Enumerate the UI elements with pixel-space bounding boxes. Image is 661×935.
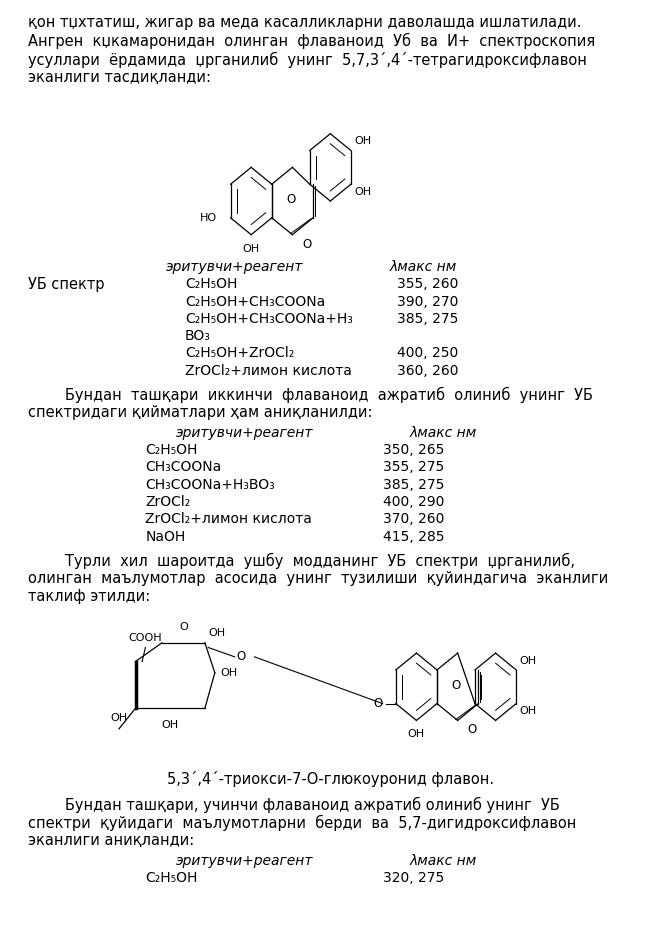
- Text: OH: OH: [520, 655, 537, 666]
- Text: OH: OH: [354, 187, 371, 196]
- Text: C₂H₅OH+CH₃COONa+H₃: C₂H₅OH+CH₃COONa+H₃: [185, 312, 353, 325]
- Text: 385, 275: 385, 275: [383, 478, 445, 492]
- Text: O: O: [179, 622, 188, 632]
- Text: CH₃COONa+H₃BO₃: CH₃COONa+H₃BO₃: [145, 478, 275, 492]
- Text: Турли  хил  шароитда  ушбу  модданинг  УБ  спектри  џрганилиб,: Турли хил шароитда ушбу модданинг УБ спе…: [28, 553, 575, 568]
- Text: HO: HO: [200, 213, 217, 223]
- Text: O: O: [467, 724, 477, 736]
- Text: 400, 250: 400, 250: [397, 347, 458, 360]
- Text: спектри  қуйидаги  маълумотларни  берди  ва  5,7-дигидроксифлавон: спектри қуйидаги маълумотларни берди ва …: [28, 814, 576, 831]
- Text: Бундан  ташқари  иккинчи  флаваноид  ажратиб  олиниб  унинг  УБ: Бундан ташқари иккинчи флаваноид ажратиб…: [28, 387, 593, 403]
- Text: 355, 260: 355, 260: [397, 277, 458, 291]
- Text: OH: OH: [354, 137, 371, 146]
- Text: OH: OH: [243, 244, 260, 253]
- Text: OH: OH: [110, 712, 128, 723]
- Text: C₂H₅OH+ZrOCl₂: C₂H₅OH+ZrOCl₂: [185, 347, 294, 360]
- Text: O: O: [237, 651, 246, 663]
- Text: C₂H₅OH: C₂H₅OH: [185, 277, 237, 291]
- Text: ZrOCl₂: ZrOCl₂: [145, 496, 190, 509]
- Text: ZrOCl₂+лимон кислота: ZrOCl₂+лимон кислота: [185, 364, 352, 378]
- Text: эритувчи+реагент: эритувчи+реагент: [176, 854, 313, 868]
- Text: BO₃: BO₃: [185, 329, 211, 343]
- Text: OH: OH: [408, 729, 425, 740]
- Text: таклиф этилди:: таклиф этилди:: [28, 589, 150, 604]
- Text: 385, 275: 385, 275: [397, 312, 458, 325]
- Text: 360, 260: 360, 260: [397, 364, 458, 378]
- Text: λмакс нм: λмакс нм: [409, 426, 477, 439]
- Text: O: O: [302, 237, 311, 251]
- Text: CH₃COONa: CH₃COONa: [145, 461, 221, 474]
- Text: OH: OH: [162, 720, 178, 730]
- Text: 350, 265: 350, 265: [383, 443, 445, 457]
- Text: C₂H₅OH: C₂H₅OH: [145, 443, 198, 457]
- Text: 355, 275: 355, 275: [383, 461, 445, 474]
- Text: олинган  маълумотлар  асосида  унинг  тузилиши  қуйиндагича  эканлиги: олинган маълумотлар асосида унинг тузили…: [28, 570, 608, 586]
- Text: 320, 275: 320, 275: [383, 871, 445, 885]
- Text: OH: OH: [520, 706, 537, 716]
- Text: 415, 285: 415, 285: [383, 530, 445, 543]
- Text: Ангрен  кџкамаронидан  олинган  флаваноид  Уб  ва  И+  спектроскопия: Ангрен кџкамаронидан олинган флаваноид У…: [28, 33, 595, 50]
- Text: O: O: [287, 193, 296, 206]
- Text: λмакс нм: λмакс нм: [409, 854, 477, 868]
- Text: OH: OH: [220, 668, 237, 678]
- Text: эканлиги аниқланди:: эканлиги аниқланди:: [28, 833, 194, 848]
- Text: ZrOCl₂+лимон кислота: ZrOCl₂+лимон кислота: [145, 512, 312, 526]
- Text: C₂H₅OH+CH₃COONa: C₂H₅OH+CH₃COONa: [185, 295, 325, 309]
- Text: C₂H₅OH: C₂H₅OH: [145, 871, 198, 885]
- Text: УБ спектр: УБ спектр: [28, 277, 104, 293]
- Text: 390, 270: 390, 270: [397, 295, 458, 309]
- Text: Бундан ташқари, учинчи флаваноид ажратиб олиниб унинг  УБ: Бундан ташқари, учинчи флаваноид ажратиб…: [28, 797, 559, 813]
- Text: O: O: [373, 698, 383, 710]
- Text: λмакс нм: λмакс нм: [389, 260, 457, 274]
- Text: 400, 290: 400, 290: [383, 496, 445, 509]
- Text: O: O: [452, 679, 461, 692]
- Text: эритувчи+реагент: эритувчи+реагент: [166, 260, 303, 274]
- Text: эканлиги тасдиқланди:: эканлиги тасдиқланди:: [28, 70, 211, 85]
- Text: спектридаги қийматлари ҳам аниқланилди:: спектридаги қийматлари ҳам аниқланилди:: [28, 405, 372, 420]
- Text: қон тџхтатиш, жигар ва меда касалликларни даволашда ишлатилади.: қон тџхтатиш, жигар ва меда касалликларн…: [28, 15, 581, 30]
- Text: OH: OH: [208, 628, 225, 639]
- Text: усуллари  ёрдамида  џрганилиб  унинг  5,7,3´,4´-тетрагидроксифлавон: усуллари ёрдамида џрганилиб унинг 5,7,3´…: [28, 51, 586, 67]
- Text: COOH: COOH: [129, 633, 162, 643]
- Text: эритувчи+реагент: эритувчи+реагент: [176, 426, 313, 439]
- Text: NaOH: NaOH: [145, 530, 186, 543]
- Text: 370, 260: 370, 260: [383, 512, 445, 526]
- Text: 5,3´,4´-триокси-7-О-глюкоуронид флавон.: 5,3´,4´-триокси-7-О-глюкоуронид флавон.: [167, 770, 494, 787]
